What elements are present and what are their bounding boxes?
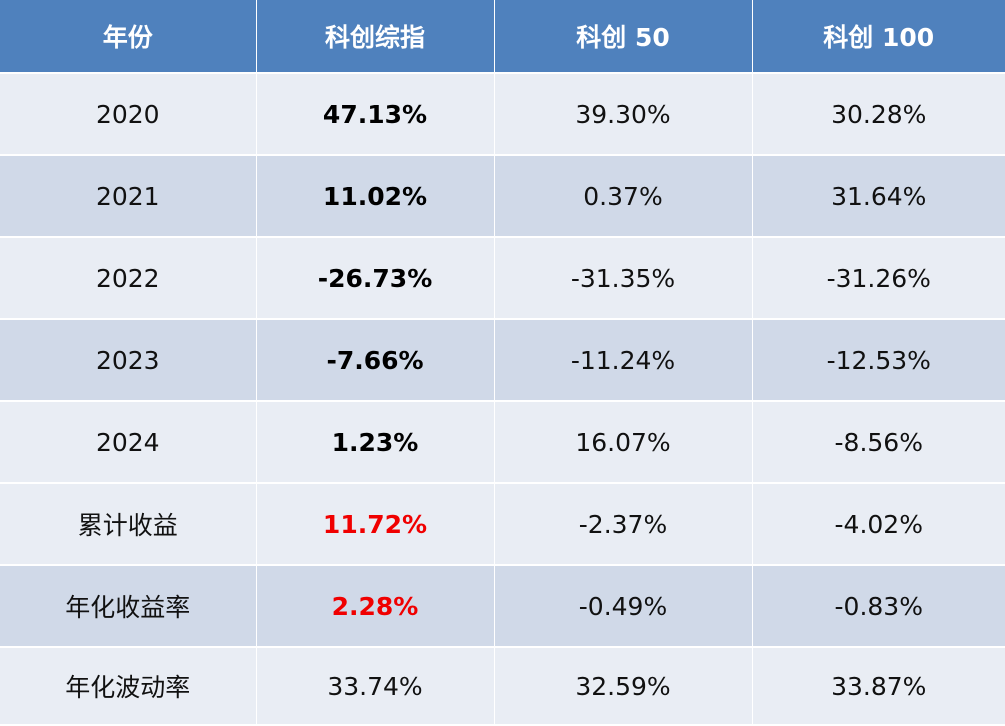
star-100-cell: -31.26%	[752, 237, 1005, 320]
star-50-cell: -31.35%	[494, 237, 753, 320]
row-label: 年化收益率	[0, 565, 257, 648]
header-year: 年份	[0, 0, 257, 74]
header-row: 年份 科创综指 科创 50 科创 100	[0, 0, 1005, 74]
star-composite-cell: 1.23%	[256, 401, 495, 484]
star-composite-cell: -7.66%	[256, 319, 495, 402]
star-50-cell: 16.07%	[494, 401, 753, 484]
table-row: 2020 47.13% 39.30% 30.28%	[0, 73, 1005, 156]
star-100-cell: -0.83%	[752, 565, 1005, 648]
star-50-cell: -2.37%	[494, 483, 753, 566]
star-100-cell: 33.87%	[752, 647, 1005, 726]
row-label: 2023	[0, 319, 257, 402]
star-50-cell: -11.24%	[494, 319, 753, 402]
star-100-cell: -4.02%	[752, 483, 1005, 566]
table-row: 年化波动率 33.74% 32.59% 33.87%	[0, 647, 1005, 726]
row-label: 2024	[0, 401, 257, 484]
row-label: 年化波动率	[0, 647, 257, 726]
row-label: 2020	[0, 73, 257, 156]
star-100-cell: 30.28%	[752, 73, 1005, 156]
star-composite-cell: 47.13%	[256, 73, 495, 156]
star-composite-cell: -26.73%	[256, 237, 495, 320]
table-row: 2024 1.23% 16.07% -8.56%	[0, 401, 1005, 484]
table-row: 年化收益率 2.28% -0.49% -0.83%	[0, 565, 1005, 648]
star-composite-cell-highlight: 11.72%	[256, 483, 495, 566]
table-row: 2022 -26.73% -31.35% -31.26%	[0, 237, 1005, 320]
star-50-cell: 0.37%	[494, 155, 753, 238]
row-label: 2021	[0, 155, 257, 238]
row-label: 累计收益	[0, 483, 257, 566]
star-100-cell: -12.53%	[752, 319, 1005, 402]
star-composite-cell-highlight: 2.28%	[256, 565, 495, 648]
table-row: 2021 11.02% 0.37% 31.64%	[0, 155, 1005, 238]
star-50-cell: 32.59%	[494, 647, 753, 726]
header-star-50: 科创 50	[494, 0, 753, 74]
star-composite-cell: 11.02%	[256, 155, 495, 238]
star-50-cell: -0.49%	[494, 565, 753, 648]
star-100-cell: 31.64%	[752, 155, 1005, 238]
star-50-cell: 39.30%	[494, 73, 753, 156]
star-100-cell: -8.56%	[752, 401, 1005, 484]
table-row: 累计收益 11.72% -2.37% -4.02%	[0, 483, 1005, 566]
header-star-100: 科创 100	[752, 0, 1005, 74]
header-star-composite: 科创综指	[256, 0, 495, 74]
row-label: 2022	[0, 237, 257, 320]
table-row: 2023 -7.66% -11.24% -12.53%	[0, 319, 1005, 402]
star-composite-cell: 33.74%	[256, 647, 495, 726]
